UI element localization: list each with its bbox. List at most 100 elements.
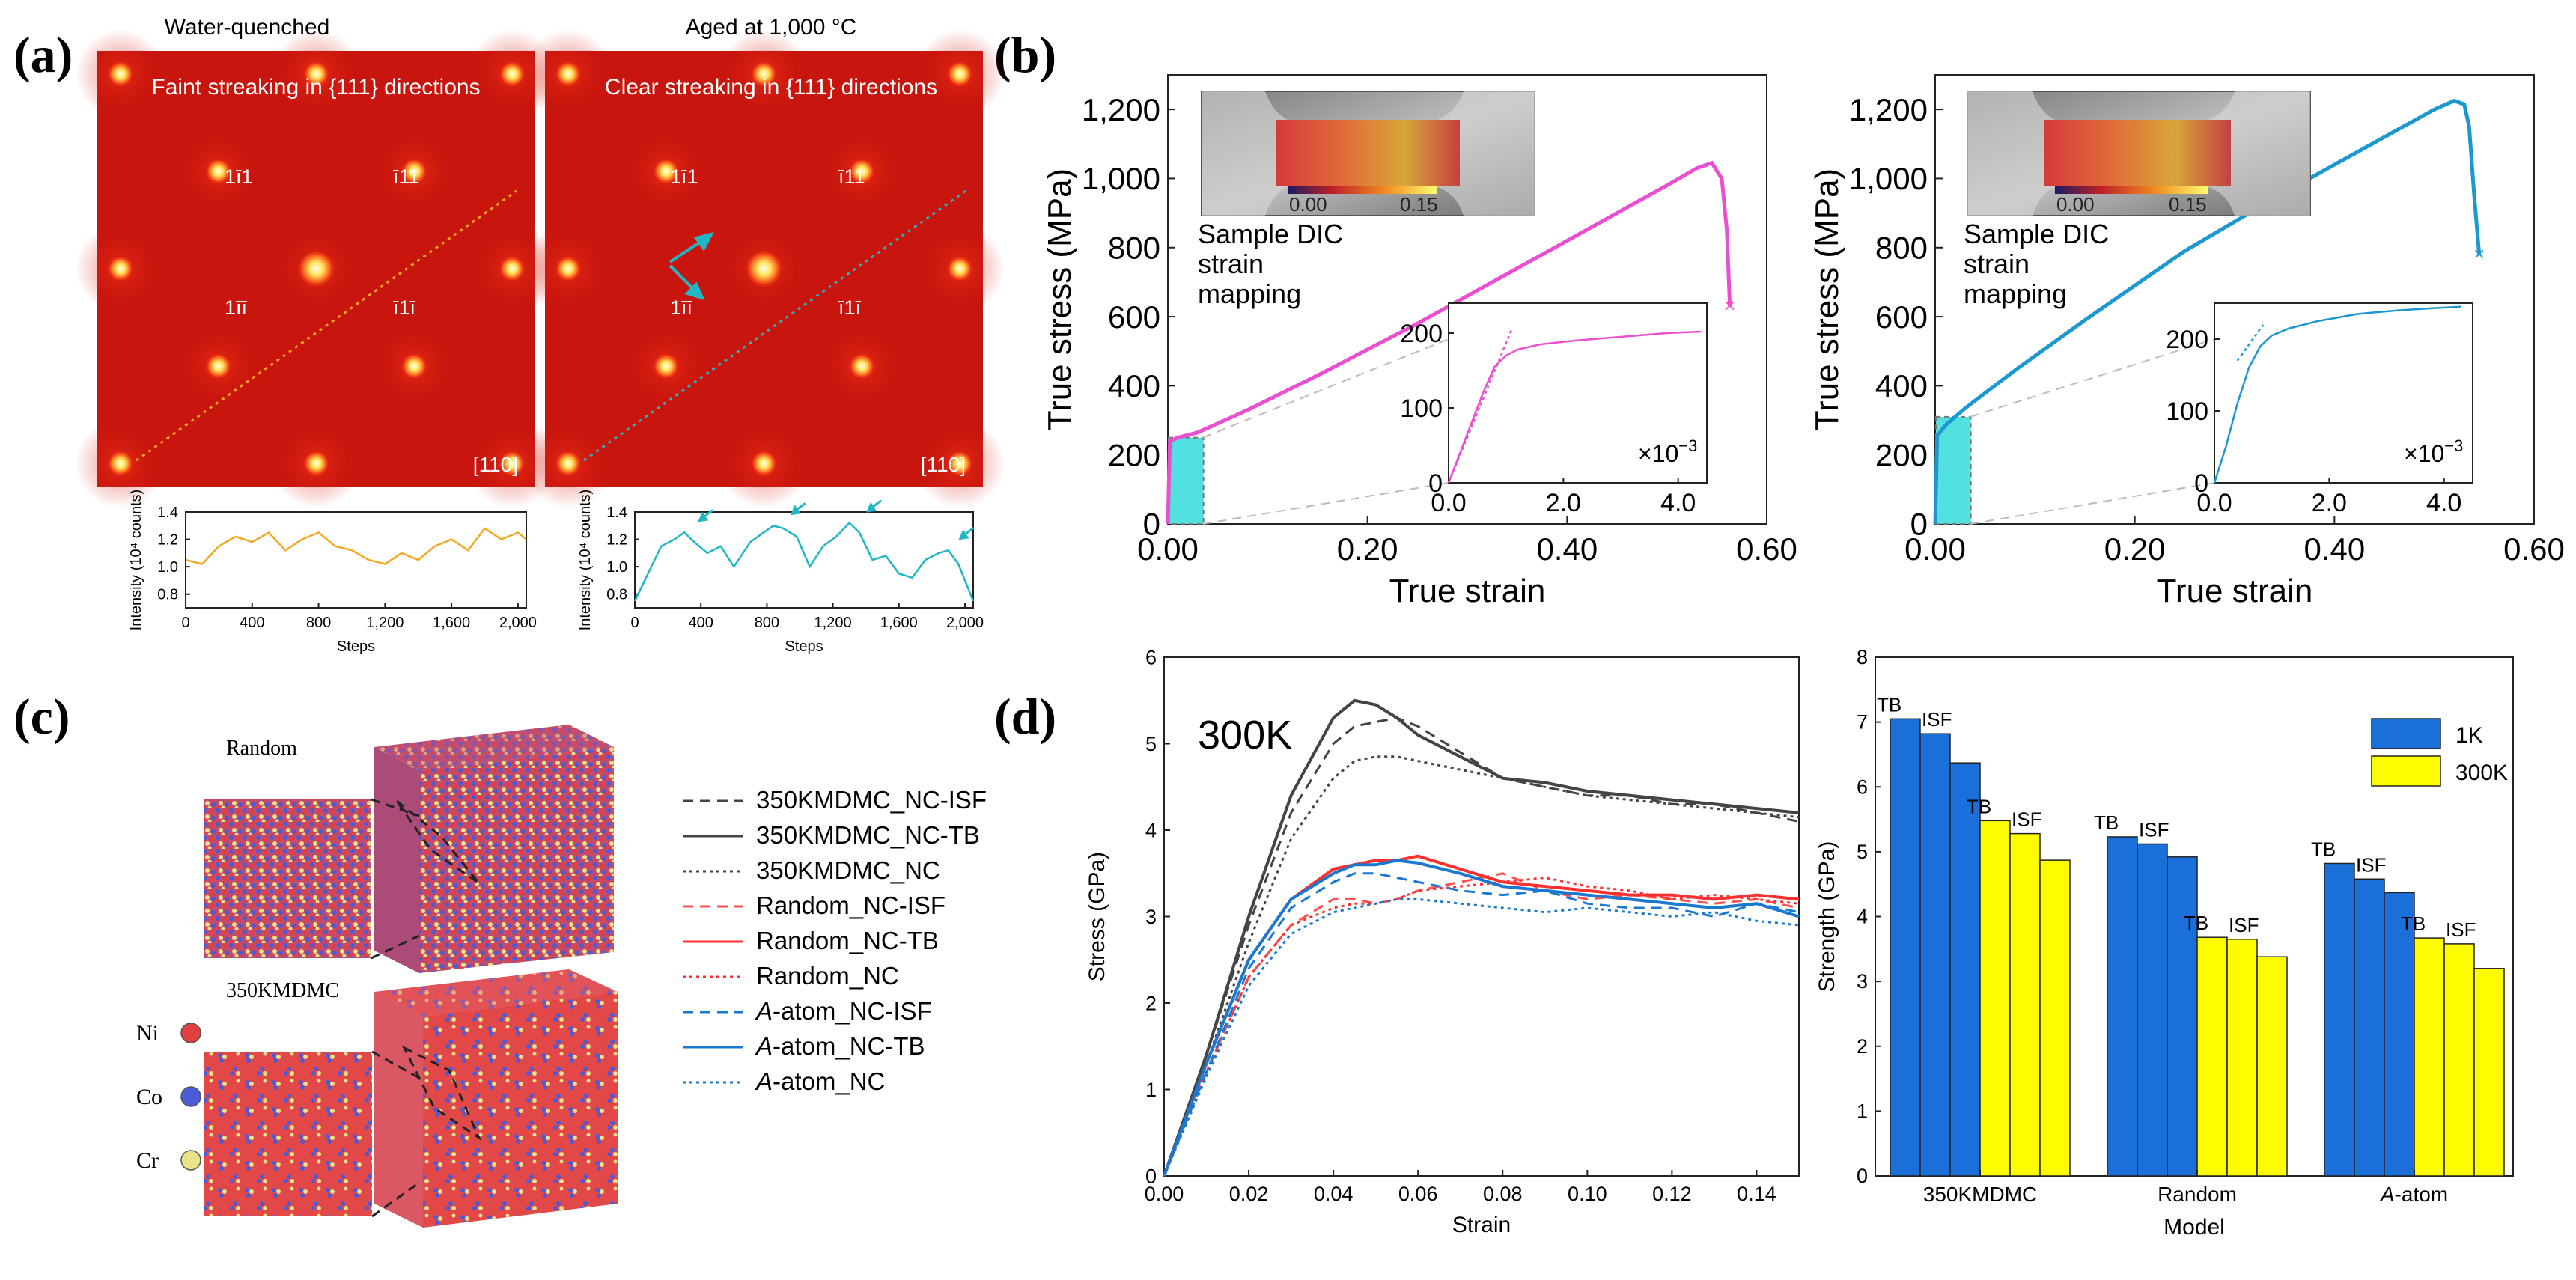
y-tick-label: 800 [1875, 230, 1928, 265]
x-axis-label: Steps [337, 639, 375, 655]
peak-arrowhead [790, 505, 801, 516]
legend-entry: 350KMDMC_NC [683, 856, 940, 884]
dic-caption-line: strain [1198, 249, 1264, 279]
y-tick-label: 1 [1145, 1079, 1157, 1101]
y-axis-label: Strength (GPa) [1815, 841, 1839, 993]
y-tick-label: 3 [1857, 970, 1868, 993]
inset-frame [2214, 302, 2473, 484]
legend-label: 300K [2455, 761, 2508, 785]
strength-bar [2226, 939, 2258, 1177]
panel-c-atomic-models: Random 350KMDMC Ni Co [136, 725, 987, 1228]
curve-legend: 350KMDMC_NC-ISF 350KMDMC_NC-TB 350KMDMC_NC… [683, 786, 987, 1095]
legend-label: A-atom_NC [755, 1067, 885, 1095]
y-tick-label: 600 [1108, 299, 1160, 335]
bar-label: ISF [2356, 853, 2386, 876]
y-tick-label: 8 [1857, 646, 1868, 668]
legend-label: Random_NC [756, 962, 899, 990]
x-tick-label: 400 [689, 615, 713, 631]
diffraction-pattern-right: Clear streaking in {111} directions 1ī1 … [523, 28, 1005, 509]
inset-x-tick-label: 0.0 [1431, 489, 1466, 517]
strength-bar [2107, 836, 2138, 1177]
legend-label: Random_NC-ISF [756, 892, 946, 919]
x-tick-label: 1,200 [814, 615, 852, 631]
stress-curve [1163, 698, 1800, 1177]
y-tick-label: 1.0 [606, 559, 627, 576]
inset-x-tick-label: 2.0 [1546, 489, 1581, 517]
peak-arrowhead [958, 529, 969, 540]
stress-strain-chart-left: 0.00 0.20 0.40 0.6002004006008001,0001,200T… [1041, 74, 1797, 609]
legend-entry: A-atom_NC-TB [683, 1032, 925, 1060]
element-label: Co [136, 1085, 162, 1109]
x-tick-label: 0.60 [1736, 531, 1797, 567]
x-tick-label: 0.00 [1145, 1183, 1184, 1205]
bar-label: TB [1967, 795, 1991, 817]
legend-entry: A-atom_NC [683, 1067, 885, 1095]
y-tick-label: 1,000 [1082, 161, 1160, 196]
legend-label: 350KMDMC_NC-TB [756, 821, 980, 849]
plot-frame [1167, 74, 1767, 525]
strength-bar [2196, 936, 2228, 1177]
y-tick-label: 1 [1857, 1100, 1868, 1122]
strength-bar [1919, 733, 1951, 1177]
panel-label-c: (c) [13, 688, 70, 745]
bar-label: ISF [2446, 918, 2476, 941]
inset-y-tick-label: 0 [1428, 469, 1443, 498]
intensity-profile-chart-right: 0 400 800 1,200 1,600 2,000 0.8 1.0 1.2 1.4 Steps I… [577, 490, 984, 655]
fracture-marker: × [2473, 243, 2485, 265]
diffraction-spot [106, 60, 134, 88]
strength-bar [2443, 943, 2475, 1177]
dic-caption-line: Sample DIC [1198, 219, 1343, 249]
legend-entry: Random_NC-TB [683, 927, 939, 954]
inset-multiplier: ×10−3 [1638, 436, 1697, 467]
colorbar-min-label: 0.00 [2056, 193, 2095, 216]
diffraction-spot [652, 353, 680, 380]
y-tick-label: 800 [1108, 230, 1160, 265]
strength-bar [2137, 843, 2168, 1177]
legend-entry: 350KMDMC_NC-TB [683, 821, 980, 849]
inset-x-tick-label: 4.0 [2426, 489, 2461, 517]
y-tick-label: 0 [1857, 1165, 1868, 1187]
random-slice-view [204, 799, 371, 958]
spot-label: ī11 [838, 165, 865, 188]
inset-x-tick-label: 4.0 [1660, 489, 1696, 517]
y-tick-label: 1.0 [157, 559, 178, 576]
stress-curve [1163, 716, 1800, 1177]
x-tick-label: 1,200 [366, 615, 404, 631]
x-tick-label: 0.04 [1314, 1183, 1354, 1205]
bar-label: ISF [2229, 914, 2259, 936]
x-tick-label: 800 [306, 615, 331, 631]
panel-label-d: (d) [994, 688, 1056, 745]
legend-label: 1K [2455, 723, 2483, 748]
strength-bar-chart: 0 1 2 3 4 5 6 7 8 Strength (GPa) Model TB ISF TB ISF 35… [1815, 646, 2514, 1240]
x-axis-label: True strain [2157, 573, 2313, 609]
y-tick-label: 4 [1145, 819, 1157, 841]
x-tick-label: 0.40 [1536, 531, 1598, 567]
spot-label: 1ī1 [670, 165, 698, 188]
x-tick-label: 0.40 [2304, 531, 2365, 567]
zone-axis-label: [110] [473, 453, 518, 476]
inset-multiplier: ×10−3 [2404, 436, 2463, 467]
diffraction-spot [946, 255, 974, 282]
y-tick-label: 3 [1145, 906, 1157, 928]
spot-label: 1ī1 [225, 165, 253, 188]
inset-y-tick-label: 200 [1400, 320, 1443, 348]
strength-bar [1949, 762, 1981, 1177]
strength-bar [1890, 718, 1921, 1177]
zone-axis-label: [110] [921, 453, 966, 476]
y-tick-label: 6 [1145, 646, 1157, 668]
x-tick-label: 0.06 [1398, 1183, 1438, 1205]
spot-label: ī1ī [838, 296, 862, 319]
stress-curve [1163, 854, 1800, 1177]
x-tick-label: 0.10 [1568, 1183, 1607, 1205]
legend-label: A-atom_NC-ISF [755, 997, 932, 1025]
y-tick-label: 1.2 [157, 532, 178, 549]
x-tick-label: 350KMDMC [1923, 1183, 2037, 1206]
x-tick-label: 2,000 [946, 615, 984, 631]
diffraction-spot [401, 157, 428, 185]
dic-caption-line: strain [1964, 249, 2030, 279]
dic-caption-left: Sample DIC strain mapping [1198, 219, 1343, 309]
diffraction-spot [401, 353, 428, 380]
inset-elastic-fit [2236, 324, 2265, 362]
x-tick-label: 0.60 [2503, 531, 2565, 567]
strength-bar [2324, 862, 2355, 1177]
